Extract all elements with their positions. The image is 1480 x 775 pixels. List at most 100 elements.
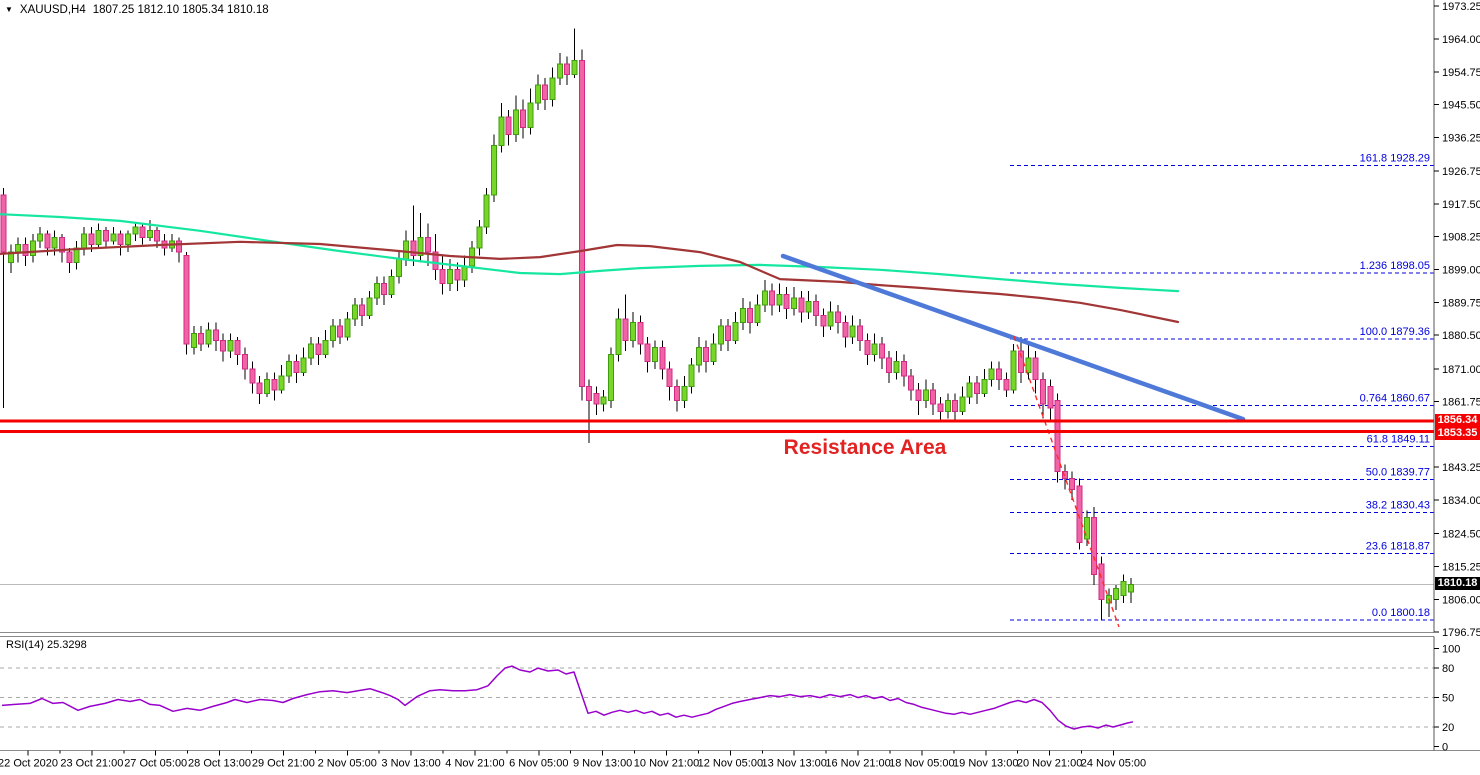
bear-candle-body <box>703 347 710 363</box>
bull-candle-body <box>1120 581 1127 597</box>
price-badge-current: 1810.18 <box>1435 577 1480 590</box>
bear-candle-body <box>359 304 366 317</box>
bear-candle-body <box>996 368 1003 380</box>
bull-candle-body <box>615 318 622 356</box>
bear-candle-body <box>856 325 863 341</box>
bear-candle-body <box>183 254 190 345</box>
bull-candle-body <box>871 343 878 356</box>
time-tick-label: 18 Nov 05:00 <box>889 758 954 770</box>
bull-candle-body <box>124 233 131 246</box>
bear-candle-body <box>212 329 219 341</box>
bull-candle-body <box>490 144 497 196</box>
bear-candle-body <box>381 283 388 295</box>
bear-candle-body <box>900 361 907 377</box>
bull-candle-body <box>732 322 739 341</box>
fib-level-label: 61.8 1849.11 <box>1367 433 1430 445</box>
bull-candle-body <box>776 293 783 306</box>
bear-candle-body <box>432 251 439 270</box>
price-tick-label: 1815.25 <box>1442 561 1480 573</box>
bull-candle-body <box>329 325 336 341</box>
bull-candle-body <box>307 343 314 359</box>
bull-candle-body <box>351 304 358 320</box>
bull-candle-body <box>7 251 14 263</box>
bull-candle-body <box>205 329 212 345</box>
bear-candle-body <box>176 240 183 253</box>
bear-candle-body <box>249 368 256 384</box>
price-tick-label: 1871.00 <box>1442 364 1480 376</box>
bull-candle-body <box>366 297 373 317</box>
bull-candle-body <box>600 396 607 405</box>
bull-candle-body <box>944 400 951 412</box>
fib-level-label: 50.0 1839.77 <box>1366 467 1430 479</box>
bull-candle-body <box>608 354 615 402</box>
bear-candle-body <box>117 233 124 246</box>
ma-slow-line <box>0 240 1180 324</box>
bear-candle-body <box>337 325 344 338</box>
symbol-timeframe-label: XAUUSD,H4 <box>19 4 86 16</box>
bull-candle-body <box>988 368 995 380</box>
bull-candle-body <box>95 229 102 246</box>
price-tick-label: 1936.25 <box>1442 132 1480 144</box>
bear-candle-body <box>930 389 937 405</box>
bull-candle-body <box>1113 588 1120 600</box>
bull-candle-body <box>1010 350 1017 391</box>
price-tick-label: 1843.25 <box>1442 462 1480 474</box>
bull-candle-body <box>190 332 197 349</box>
bull-candle-body <box>1127 583 1134 593</box>
resistance-area-annotation: Resistance Area <box>783 436 947 459</box>
fib-level-label: 1.236 1898.05 <box>1360 260 1430 272</box>
bear-candle-body <box>520 109 527 129</box>
time-axis: 22 Oct 2020 23 Oct 21:00 27 Oct 05:00 28 Oc… <box>0 750 1146 770</box>
bear-candle-body <box>1054 400 1061 473</box>
price-tick-label: 1945.50 <box>1442 100 1480 112</box>
bear-candle-body <box>622 318 629 341</box>
bear-candle-body <box>59 237 66 253</box>
time-tick-label: 20 Nov 21:00 <box>1017 758 1082 770</box>
bear-candle-body <box>410 240 417 256</box>
bull-candle-body <box>739 307 746 324</box>
bear-candle-body <box>1047 386 1054 409</box>
bull-candle-body <box>695 347 702 366</box>
bear-candle-body <box>542 84 549 100</box>
bull-candle-body <box>571 59 578 75</box>
bull-candle-body <box>146 229 153 239</box>
bear-candle-body <box>864 339 871 356</box>
bear-candle-body <box>659 347 666 370</box>
bull-candle-body <box>688 364 695 388</box>
bear-candle-body <box>593 393 600 405</box>
bull-candle-body <box>278 375 285 391</box>
bear-candle-body <box>564 63 571 75</box>
bull-candle-body <box>754 304 761 324</box>
bull-candle-body <box>981 378 988 395</box>
bull-candle-body <box>403 240 410 260</box>
bear-candle-body <box>798 297 805 313</box>
rsi-tick-label: 100 <box>1442 643 1460 655</box>
time-tick-label: 24 Nov 05:00 <box>1081 758 1146 770</box>
bull-candle-body <box>805 300 812 313</box>
bear-candle-body <box>1032 357 1039 380</box>
price-tick-label: 1926.75 <box>1442 166 1480 178</box>
bear-candle-body <box>637 322 644 345</box>
bull-candle-body <box>922 389 929 402</box>
ohlc-quotes-label: 1807.25 1812.10 1805.34 1810.18 <box>92 4 269 16</box>
price-tick-label: 1889.75 <box>1442 297 1480 309</box>
time-tick-label: 29 Oct 21:00 <box>252 758 315 770</box>
bull-candle-body <box>285 361 292 377</box>
bear-candle-body <box>908 375 915 391</box>
bull-candle-body <box>29 240 36 256</box>
price-axis: 1973.25 1964.00 1954.75 1945.50 1936.25 1926.… <box>1433 0 1480 754</box>
price-tick-label: 1954.75 <box>1442 67 1480 79</box>
bear-candle-body <box>220 339 227 352</box>
bull-candle-body <box>761 290 768 306</box>
bear-candle-body <box>673 386 680 402</box>
bear-candle-body <box>1091 517 1098 575</box>
fib-level-label: 23.6 1818.87 <box>1366 541 1430 553</box>
bull-candle-body <box>395 258 402 278</box>
bear-candle-body <box>439 268 446 285</box>
descending-trendline <box>780 253 1246 422</box>
bear-candle-body <box>974 382 981 395</box>
bear-candle-body <box>271 378 278 391</box>
bull-candle-body <box>132 226 139 235</box>
bull-candle-body <box>512 109 519 136</box>
